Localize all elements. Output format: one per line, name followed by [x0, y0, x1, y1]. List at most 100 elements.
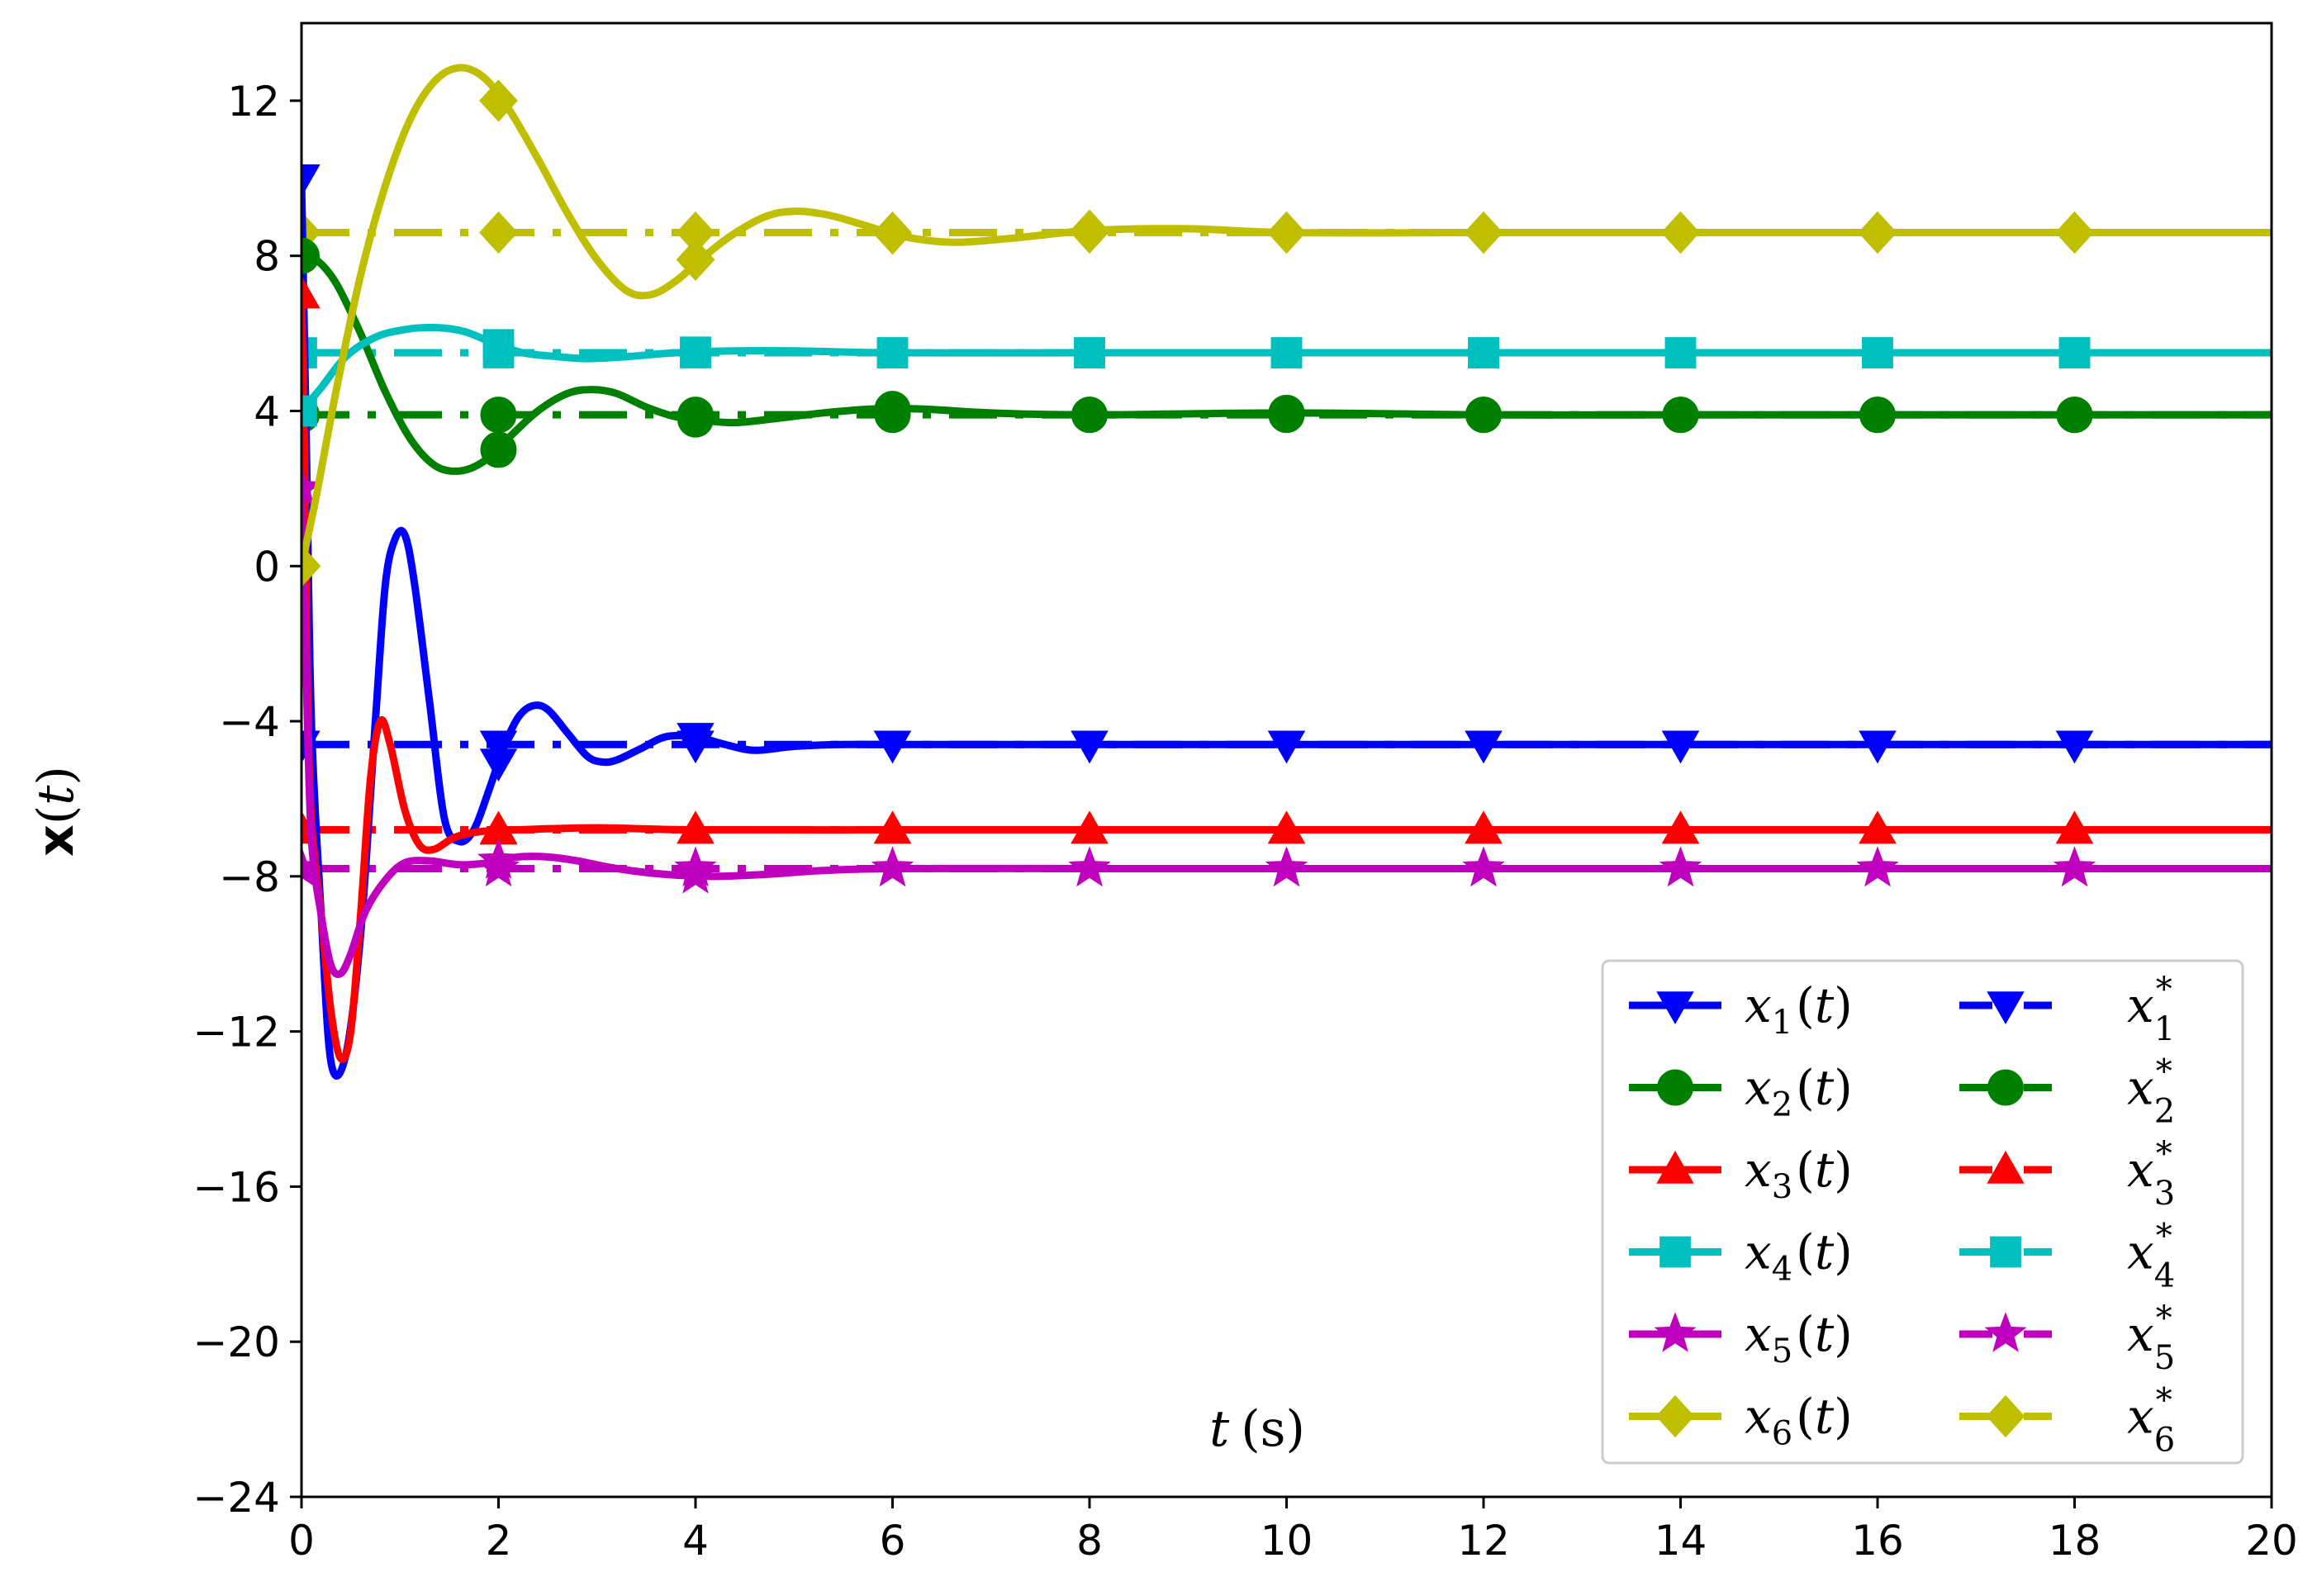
marker-x5(t)-t10 — [1265, 846, 1308, 887]
legend-item-x4*: x* 4 — [1959, 1218, 2175, 1295]
y-tick-label: −8 — [219, 853, 280, 901]
marker-x2(t)-t8 — [1071, 397, 1109, 434]
marker-x6(t)-t6 — [873, 212, 912, 255]
y-tick-label: 4 — [254, 387, 280, 435]
marker-x5(t)-t2 — [477, 838, 520, 879]
x-tick-label: 6 — [880, 1517, 906, 1565]
marker-x4(t)-t0 — [301, 395, 317, 427]
x-tick-label: 18 — [2049, 1517, 2101, 1565]
marker-x6(t)-t0 — [301, 544, 321, 587]
marker-x1(t)-t18 — [2055, 730, 2094, 764]
x-tick-label: 0 — [288, 1517, 315, 1565]
marker-x6(t)-t2 — [479, 79, 518, 122]
legend-label: x* 1 — [2127, 971, 2175, 1048]
marker-x2(t)-t12 — [1465, 397, 1503, 434]
series-x5(t) — [301, 466, 2272, 978]
marker-x2(t)-t16 — [1859, 397, 1897, 434]
marker-x1(t)-t14 — [1661, 730, 1700, 764]
marker-x1(t)-t4 — [677, 723, 715, 756]
marker-x3(t)-t16 — [1859, 810, 1897, 844]
legend-item-x2*: x* 2 — [1959, 1053, 2175, 1131]
marker-x1(t)-t2 — [479, 748, 518, 782]
marker-x3(t)-t8 — [1071, 810, 1109, 844]
marker-x3(t)-t10 — [1267, 810, 1306, 844]
legend-label: x6(t) — [1745, 1389, 1853, 1453]
legend-marker — [1656, 1069, 1694, 1106]
axes-layer: 0 2 4 6 8 10 12 14 16 18 20 −24 −20 −16 −12 −8 −4 0 4 8 12 t(… — [27, 21, 2298, 1565]
marker-x4(t)-t10 — [1270, 337, 1303, 368]
marker-x1(t)-t0 — [301, 164, 320, 197]
legend-item-x2(t): x2(t) — [1629, 1060, 1853, 1124]
marker-x3(t)-t0 — [301, 275, 320, 309]
series-line-x2(t) — [301, 252, 2272, 475]
marker-x3(t)-t14 — [1661, 810, 1700, 844]
legend-label: x3(t) — [1745, 1142, 1853, 1206]
y-tick-label: −4 — [219, 698, 280, 746]
legend-label: x* 4 — [2127, 1218, 2175, 1295]
legend-marker — [1990, 1236, 2021, 1268]
marker-x1(t)-t8 — [1071, 730, 1109, 764]
x-tick-label: 8 — [1076, 1517, 1103, 1565]
x-axis-label: t (s) — [1209, 1400, 1305, 1458]
series-line-x6(t) — [301, 64, 2272, 568]
x-tick-label: 14 — [1655, 1517, 1707, 1565]
legend-marker — [1987, 1150, 2025, 1184]
legend-label: x1(t) — [1745, 977, 1853, 1042]
marker-x3(t)-t6 — [873, 810, 912, 844]
legend-label: x* 6 — [2127, 1382, 2175, 1460]
legend-marker — [1987, 991, 2025, 1025]
legend-label: x* 2 — [2127, 1053, 2175, 1131]
marker-x1(t)-t16 — [1859, 730, 1897, 764]
legend: x1(t) x2(t) x3(t) x4(t) x5(t) x6(t) x* 1 x* 2x* 3 x… — [1601, 959, 2244, 1465]
y-tick-label: −16 — [192, 1163, 280, 1211]
marker-x4(t)-t2 — [482, 329, 515, 361]
marker-x5(t)-t18 — [2053, 846, 2096, 887]
marker-x5(t)-t6 — [871, 846, 914, 887]
marker-x4(t)-t12 — [1468, 337, 1499, 368]
marker-x4(t)-t14 — [1664, 337, 1697, 368]
x-tick-label: 10 — [1261, 1517, 1313, 1565]
y-tick-label: 12 — [227, 78, 280, 126]
marker-x2(t)-t18 — [2056, 397, 2093, 434]
legend-item-x6(t): x6(t) — [1629, 1389, 1853, 1453]
legend-item-x3(t): x3(t) — [1629, 1142, 1853, 1206]
marker-x2(t)-t0 — [301, 237, 320, 274]
legend-item-x1(t): x1(t) — [1629, 977, 1853, 1042]
series-line-x5(t) — [301, 488, 2272, 978]
marker-x6(t)-t18 — [2055, 211, 2094, 254]
legend-marker — [1659, 1236, 1691, 1268]
marker-x2(t)-t10 — [1268, 394, 1305, 431]
series-x2(t) — [301, 237, 2272, 475]
legend-marker — [1656, 991, 1694, 1025]
x-tick-label: 4 — [682, 1517, 709, 1565]
marker-x4(t)-t6 — [876, 337, 909, 368]
legend-label: x4(t) — [1745, 1224, 1853, 1289]
series-x4(t) — [301, 323, 2272, 427]
marker-x4(t)-t4 — [680, 336, 711, 368]
marker-x2*-t2 — [480, 397, 517, 434]
legend-box — [1601, 959, 2244, 1465]
marker-x5(t)-t4 — [674, 853, 717, 894]
marker-x4(t)-t8 — [1074, 337, 1105, 368]
marker-x5(t)-t14 — [1659, 846, 1702, 887]
marker-x3(t)-t18 — [2055, 810, 2094, 844]
y-tick-label: −24 — [192, 1474, 280, 1522]
marker-x1(t)-t10 — [1267, 730, 1306, 764]
marker-x5(t)-t12 — [1462, 846, 1505, 887]
legend-marker — [1655, 1394, 1695, 1438]
legend-item-x1*: x* 1 — [1959, 971, 2175, 1048]
x-tick-label: 12 — [1457, 1517, 1510, 1565]
marker-x2(t)-t6 — [874, 391, 911, 428]
marker-x4(t)-t16 — [1862, 337, 1893, 368]
x-tick-label: 16 — [1851, 1517, 1904, 1565]
y-axis-label: x(t) — [27, 766, 85, 857]
marker-x2(t)-t4 — [677, 401, 715, 438]
marker-x2(t)-t14 — [1662, 397, 1699, 434]
legend-label: x* 5 — [2127, 1299, 2175, 1377]
legend-item-x5*: x* 5 — [1959, 1299, 2175, 1377]
legend-label: x* 3 — [2127, 1135, 2175, 1213]
marker-x2(t)-t2 — [480, 431, 517, 468]
marker-x3(t)-t4 — [677, 810, 715, 844]
legend-marker — [1656, 1150, 1694, 1184]
marker-x6(t)-t14 — [1661, 211, 1700, 254]
